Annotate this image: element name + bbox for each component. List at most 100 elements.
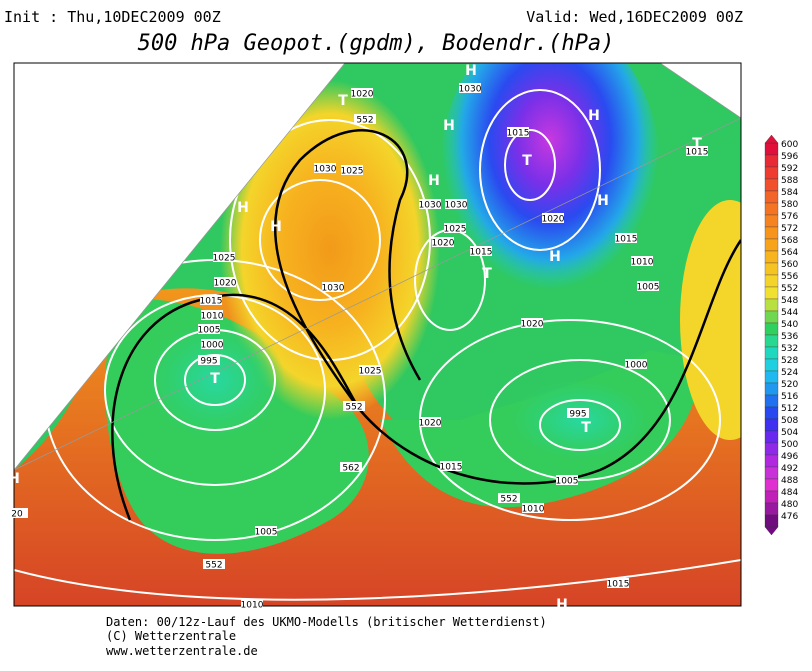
label-box: [419, 417, 441, 427]
colorbar-label: 536: [781, 332, 798, 342]
colorbar-swatch: [764, 238, 779, 252]
label-box: [631, 256, 653, 266]
label-box: [201, 339, 223, 349]
colorbar-label: 552: [781, 284, 798, 294]
label-box: [351, 88, 373, 98]
colorbar-label: 488: [781, 476, 798, 486]
isobar-label: 1015: [200, 297, 223, 307]
pressure-center: H: [428, 173, 440, 189]
footer-line: (C) Wetterzentrale: [106, 629, 236, 643]
label-box: [459, 83, 481, 93]
isobar-label: 1015: [686, 148, 709, 158]
colorbar-label: 508: [781, 416, 798, 426]
label-box: [567, 408, 589, 418]
colorbar-label: 588: [781, 176, 798, 186]
colorbar-label: 500: [781, 440, 798, 450]
colorbar-swatch: [764, 154, 779, 168]
label-box: [359, 365, 381, 375]
colorbar-swatch: [764, 202, 779, 216]
isobar-label: 1020: [432, 239, 455, 249]
colorbar-swatch: [764, 214, 779, 228]
isobar-label: 1015: [507, 129, 530, 139]
isobar-label: 1005: [198, 326, 221, 336]
label-box: [432, 237, 454, 247]
colorbar-swatch: [764, 322, 779, 336]
colorbar-swatch: [764, 454, 779, 468]
label-box: [445, 199, 467, 209]
label-box: [625, 359, 647, 369]
label-box: [615, 233, 637, 243]
init-time: Init : Thu,10DEC2009 00Z: [4, 8, 221, 26]
colorbar-label: 568: [781, 236, 798, 246]
isobar-label: 1025: [359, 367, 382, 377]
colorbar-swatch: [764, 358, 779, 372]
footer-line: Daten: 00/12z-Lauf des UKMO-Modells (bri…: [106, 615, 547, 629]
pressure-center: H: [8, 471, 20, 487]
colorbar-label: 576: [781, 212, 798, 222]
label-box: [201, 310, 223, 320]
label-box: [498, 493, 520, 503]
label-box: [507, 127, 529, 137]
isobar-label: 1005: [255, 528, 278, 538]
label-box: [214, 277, 236, 287]
isobar-label: 995: [200, 357, 217, 367]
label-box: [241, 599, 263, 609]
isobar-label: 995: [569, 410, 586, 420]
isobar-label: 1025: [341, 167, 364, 177]
colorbar-swatch: [764, 430, 779, 444]
colorbar-label: 532: [781, 344, 798, 354]
colorbar-label: 584: [781, 188, 798, 198]
colorbar-swatch: [764, 490, 779, 504]
colorbar-label: 496: [781, 452, 798, 462]
colorbar-label: 504: [781, 428, 798, 438]
valid-time: Valid: Wed,16DEC2009 00Z: [526, 8, 743, 26]
colorbar-label: 540: [781, 320, 798, 330]
label-box: [343, 401, 365, 411]
isobar-label: 1000: [201, 341, 224, 351]
colorbar-swatch: [764, 178, 779, 192]
label-box: [607, 578, 629, 588]
isobar-label: 1015: [615, 235, 638, 245]
label-box: [444, 223, 466, 233]
colorbar-swatch: [764, 442, 779, 456]
colorbar-swatch: [764, 250, 779, 264]
label-box: [314, 163, 336, 173]
colorbar-swatch: [764, 286, 779, 300]
colorbar-label: 600: [781, 140, 798, 150]
pressure-center: H: [443, 118, 455, 134]
isobar-label: 1010: [522, 505, 545, 515]
label-box: [255, 526, 277, 536]
isobar-label: 1030: [459, 85, 482, 95]
label-box: [198, 355, 220, 365]
isobar-label: 552: [205, 561, 222, 571]
label-box: [198, 324, 220, 334]
colorbar-label: 480: [781, 500, 798, 510]
label-box: [542, 213, 564, 223]
colorbar-label: 572: [781, 224, 798, 234]
isobar-label: 562: [342, 464, 359, 474]
colorbar-label: 592: [781, 164, 798, 174]
label-box: [686, 146, 708, 156]
colorbar-label: 544: [781, 308, 798, 318]
colorbar-label: 564: [781, 248, 798, 258]
label-box: [440, 461, 462, 471]
colorbar-swatch: [764, 310, 779, 324]
colorbar-label: 580: [781, 200, 798, 210]
colorbar-label: 528: [781, 356, 798, 366]
pressure-center: T: [482, 266, 492, 282]
colorbar-swatch: [764, 466, 779, 480]
isobar-label: 1020: [351, 90, 374, 100]
colorbar-swatch: [764, 142, 779, 156]
colorbar-label: 596: [781, 152, 798, 162]
isobar-label: 1015: [607, 580, 630, 590]
label-box: [203, 559, 225, 569]
label-box: [354, 114, 376, 124]
isobar-label: 1030: [419, 201, 442, 211]
pressure-center: T: [581, 420, 591, 436]
pressure-center: H: [465, 63, 477, 79]
label-box: [419, 199, 441, 209]
isobar-label: 1015: [440, 463, 463, 473]
label-box: [470, 246, 492, 256]
colorbar-label: 520: [781, 380, 798, 390]
